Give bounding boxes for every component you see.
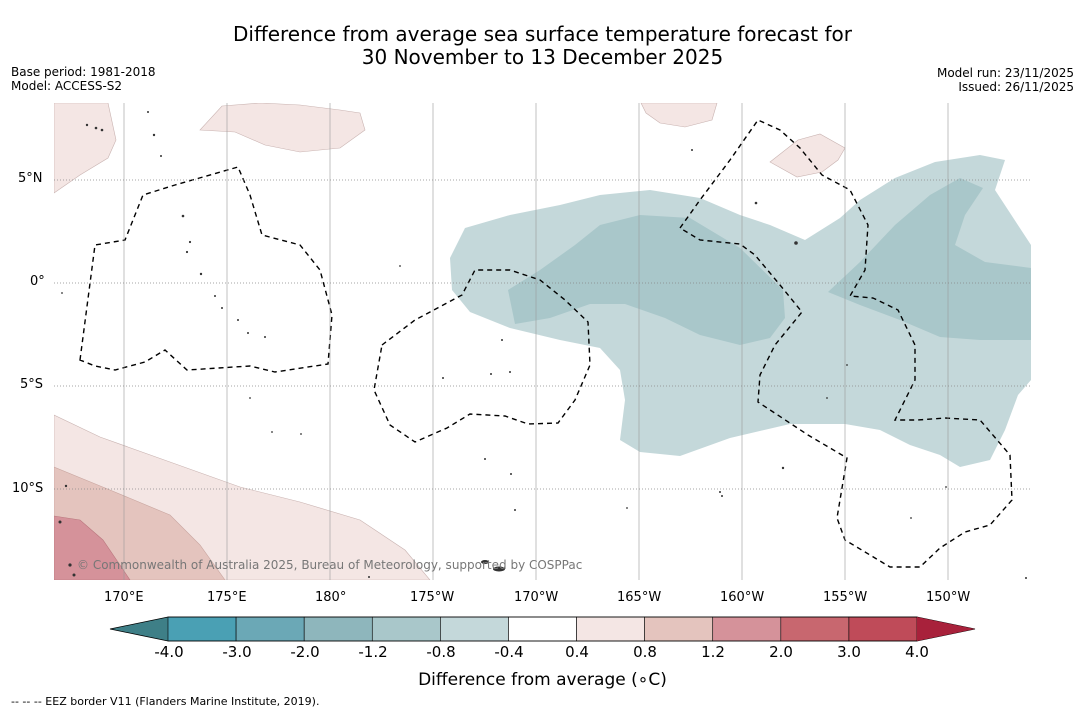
meta-right: Model run: 23/11/2025 Issued: 26/11/2025: [937, 66, 1074, 94]
map-title-line1: Difference from average sea surface temp…: [232, 22, 852, 46]
meta-left: Base period: 1981-2018 Model: ACCESS-S2: [11, 65, 156, 93]
lon-label-165w: 165°W: [617, 590, 662, 605]
lon-label-170w: 170°W: [514, 590, 559, 605]
colorbar-title-text: Difference from average (: [418, 670, 638, 690]
copyright-notice: © Commonwealth of Australia 2025, Bureau…: [77, 558, 583, 572]
colorbar-cell: [780, 616, 850, 642]
cb-tick: -2.0: [290, 643, 320, 661]
eez-legend-note: -- -- -- EEZ border V11 (Flanders Marine…: [11, 695, 320, 708]
islands: [58, 111, 1027, 579]
cool-anomaly-mid-east: [828, 178, 1031, 340]
lon-label-175w: 175°W: [410, 590, 455, 605]
colorbar-cell: [235, 616, 305, 642]
colorbar-cell: [371, 616, 441, 642]
lon-label-170e: 170°E: [104, 590, 144, 605]
model-name: Model: ACCESS-S2: [11, 79, 123, 93]
cb-tick: 0.4: [565, 643, 589, 661]
colorbar-cell: [303, 616, 373, 642]
lat-label-0: 0°: [30, 274, 45, 289]
cb-tick: -4.0: [154, 643, 184, 661]
warm-anomaly-north-c: [769, 133, 846, 178]
colorbar-extend-low: [110, 617, 168, 641]
colorbar-cell: [712, 616, 782, 642]
colorbar-cell: [644, 616, 714, 642]
colorbar: [109, 616, 976, 642]
lon-label-160w: 160°W: [720, 590, 765, 605]
cb-tick: 0.8: [633, 643, 657, 661]
cool-anomaly-mid: [508, 215, 785, 345]
base-period: Base period: 1981-2018: [11, 65, 156, 79]
lon-label-150w: 150°W: [926, 590, 971, 605]
cb-tick: -3.0: [222, 643, 252, 661]
cb-tick: -0.8: [426, 643, 456, 661]
warm-anomaly-nw: [54, 103, 117, 194]
map-area: [54, 103, 1031, 580]
model-run: Model run: 23/11/2025: [936, 66, 1074, 80]
colorbar-title-unit: ∘C): [637, 670, 667, 690]
lon-label-180: 180°: [315, 590, 347, 605]
colorbar-cell: [576, 616, 645, 642]
cb-tick: 4.0: [905, 643, 929, 661]
cb-tick: -1.2: [358, 643, 388, 661]
lat-label-5n: 5°N: [18, 171, 43, 186]
colorbar-cell: [440, 616, 509, 642]
colorbar-cell: [848, 616, 918, 642]
colorbar-cell: [167, 616, 237, 642]
colorbar-cells: [109, 616, 976, 642]
map-title-line2: 30 November to 13 December 2025: [361, 45, 724, 69]
lat-label-10s: 10°S: [12, 481, 44, 496]
warm-anomaly-north-b: [640, 103, 718, 128]
cb-tick: 2.0: [769, 643, 793, 661]
colorbar-title: Difference from average (∘C): [0, 670, 1085, 690]
colorbar-cell: [508, 616, 577, 642]
cb-tick: -0.4: [494, 643, 524, 661]
warm-anomaly-north-a: [199, 103, 366, 153]
issued-date: Issued: 26/11/2025: [958, 80, 1074, 94]
gridlines: [54, 103, 1031, 580]
cb-tick: 3.0: [837, 643, 861, 661]
eez-borders: [79, 119, 1013, 568]
cb-tick: 1.2: [701, 643, 725, 661]
lat-label-5s: 5°S: [20, 377, 44, 392]
colorbar-extend-high: [917, 617, 975, 641]
lon-label-155w: 155°W: [823, 590, 868, 605]
lon-label-175e: 175°E: [207, 590, 247, 605]
warm-anomaly-strong-sw: [54, 515, 131, 580]
